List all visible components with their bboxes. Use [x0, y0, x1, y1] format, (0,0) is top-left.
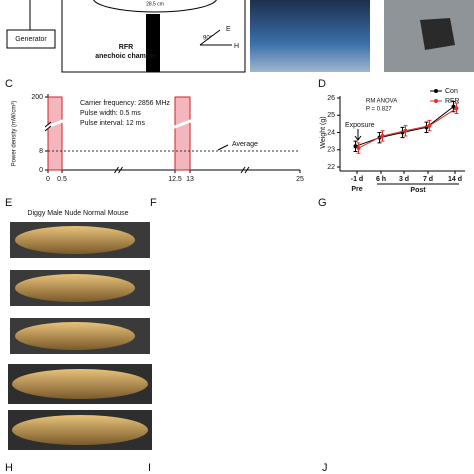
point [403, 128, 408, 133]
panel-label: D [318, 78, 326, 90]
legend-marker [434, 89, 438, 93]
x-tick-label: 6 h [376, 176, 386, 183]
x-tick-label: 0.5 [57, 176, 67, 183]
pulse [47, 96, 63, 171]
x-tick-label: 3 d [399, 176, 409, 183]
panel-label: C [5, 78, 13, 90]
y-tick-label: 23 [327, 147, 335, 154]
legend-label: Con [445, 88, 458, 95]
legend-label: RFR [445, 98, 459, 105]
x-tick-label: 12.5 [168, 176, 182, 183]
chamber-label: RFR [119, 44, 133, 51]
y-tick-label: 22 [327, 164, 335, 171]
exposure-label: Exposure [345, 122, 375, 129]
chamber-label: anechoic chamber [95, 53, 157, 60]
h-label: H [234, 43, 239, 50]
panel-label: I [148, 462, 151, 474]
break [114, 166, 123, 174]
panel-label: H [5, 462, 13, 474]
x-tick-label: 0 [46, 176, 50, 183]
photo-chamber [250, 0, 370, 72]
mouse-body [15, 274, 135, 302]
group-label: Post [410, 187, 426, 194]
point [454, 106, 459, 111]
y-tick-label: 24 [327, 129, 335, 136]
annotation: P = 0.827 [366, 107, 392, 113]
mouse-body [15, 226, 135, 254]
break [44, 118, 66, 130]
point [427, 123, 432, 128]
generator-label: Generator [15, 36, 47, 43]
panel-label: J [322, 462, 328, 474]
y-tick-label: 200 [31, 94, 43, 101]
mouse-body [12, 369, 148, 399]
x-tick-label: -1 d [351, 176, 363, 183]
average-label: Average [232, 141, 258, 148]
y-axis-title: Power density (mW/cm²) [12, 101, 18, 167]
annotation: RM ANOVA [366, 99, 397, 105]
break [240, 166, 250, 174]
panel-label: E [5, 197, 12, 209]
x-tick-label: 7 d [423, 176, 433, 183]
average-arrow [217, 144, 229, 151]
point [451, 104, 456, 109]
y-tick-label: 8 [39, 148, 43, 155]
exposure-arrow [354, 129, 362, 141]
y-axis-title: Weight (g) [320, 116, 327, 148]
angle-label: 90° [203, 36, 213, 42]
mouse-body [15, 322, 135, 350]
pulse [174, 96, 191, 171]
x-tick-label: 13 [186, 176, 194, 183]
panel-label: G [318, 197, 327, 209]
pedestal [146, 14, 160, 72]
antenna [93, 0, 217, 13]
annotation: Carrier frequency: 2856 MHz [80, 100, 170, 107]
e-label: E [226, 26, 231, 33]
annotation: Pulse interval: 12 ms [80, 120, 145, 127]
y-tick-label: 0 [39, 167, 43, 174]
y-tick-label: 26 [327, 95, 335, 102]
mouse-title: Diggy Male Nude Normal Mouse [27, 210, 128, 217]
y-tick-label: 25 [327, 112, 335, 119]
photo-mouse [420, 18, 455, 50]
distance-label: 28.5 cm [146, 1, 164, 7]
group-label: Pre [351, 186, 362, 193]
point [356, 146, 361, 151]
x-tick-label: 14 d [448, 176, 462, 183]
break [171, 118, 194, 130]
mouse-panel: Diggy Male Nude Normal Mouse [8, 210, 152, 450]
point [380, 133, 385, 138]
point [353, 144, 358, 149]
panel-label: F [150, 197, 157, 209]
setup: Generator 28.5 cm RFR anechoic chamber E… [6, 0, 474, 73]
x-tick-label: 25 [296, 176, 304, 183]
legend-marker [434, 99, 438, 103]
annotation: Pulse width: 0.5 ms [80, 110, 141, 117]
break [44, 121, 52, 132]
mouse-body [12, 415, 148, 445]
e-axis [199, 29, 221, 46]
generator-box [6, 29, 56, 49]
